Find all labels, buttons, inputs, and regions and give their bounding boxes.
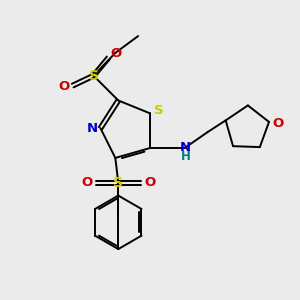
Text: H: H	[181, 150, 190, 164]
Text: S: S	[88, 69, 98, 83]
Text: O: O	[111, 47, 122, 60]
Text: N: N	[87, 122, 98, 135]
Text: S: S	[113, 176, 123, 190]
Text: N: N	[180, 140, 191, 154]
Text: O: O	[272, 117, 284, 130]
Text: S: S	[154, 104, 164, 117]
Text: O: O	[58, 80, 69, 93]
Text: O: O	[144, 176, 156, 189]
Text: O: O	[81, 176, 92, 189]
